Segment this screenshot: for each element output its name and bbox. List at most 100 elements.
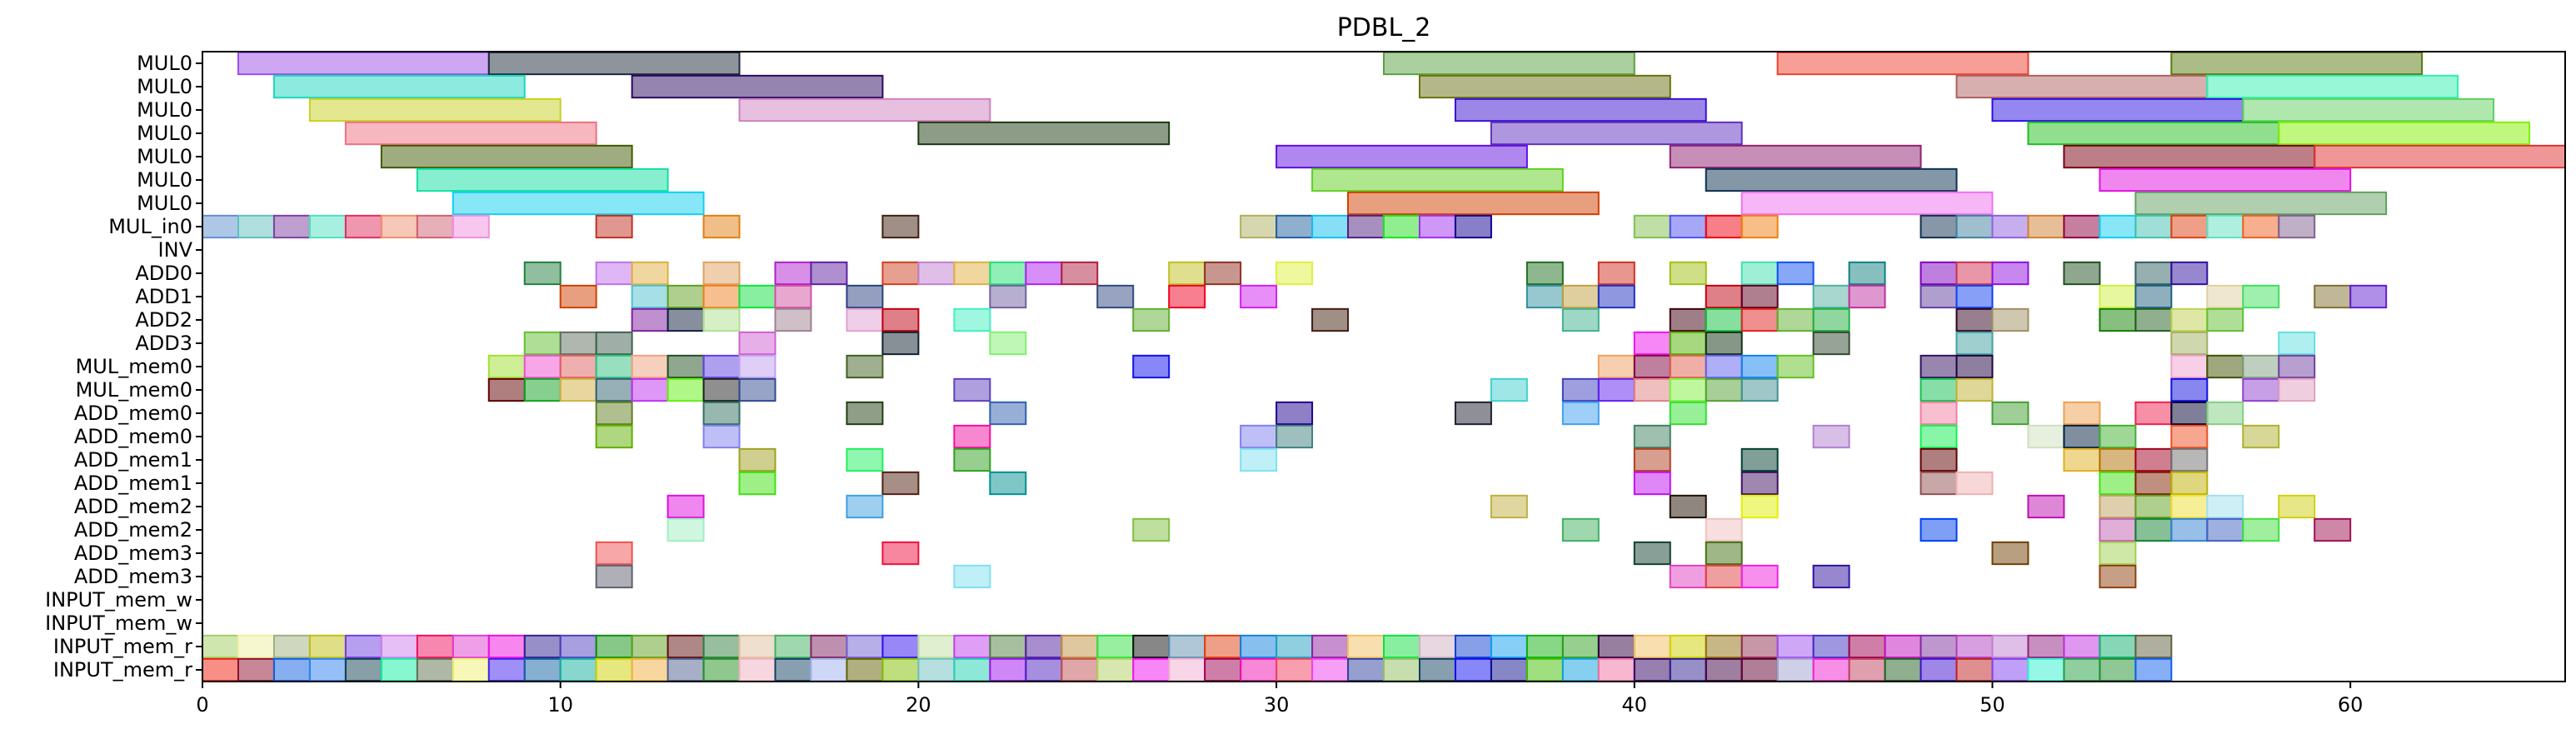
task-bar-row26-32: [1347, 657, 1385, 682]
task-bar-row3-1: [917, 121, 1171, 146]
task-bar-row9-22: [1955, 261, 1994, 286]
task-bar-row19-7: [2134, 494, 2173, 519]
task-bar-row19-0: [666, 494, 705, 519]
task-bar-row7-18: [1633, 214, 1671, 239]
task-bar-row26-11: [595, 657, 633, 682]
task-bar-row7-14: [1347, 214, 1385, 239]
task-bar-row26-33: [1383, 657, 1420, 682]
task-bar-row11-9: [1561, 307, 1600, 332]
task-bar-row11-0: [631, 307, 669, 332]
task-bar-row20-3: [1705, 517, 1743, 542]
task-bar-row26-20: [917, 657, 956, 682]
y-tick-label-16: ADD_mem0: [74, 425, 192, 448]
task-bar-row26-47: [1884, 657, 1922, 682]
task-bar-row26-31: [1311, 657, 1350, 682]
task-bar-row26-34: [1418, 657, 1456, 682]
task-bar-row26-44: [1776, 657, 1815, 682]
task-bar-row19-9: [2206, 494, 2244, 519]
task-bar-row14-0: [487, 377, 526, 402]
task-bar-row7-24: [1991, 214, 2029, 239]
task-bar-row7-17: [1454, 214, 1492, 239]
task-bar-row25-0: [202, 634, 239, 659]
task-bar-row11-8: [1311, 307, 1350, 332]
task-bar-row4-1: [1276, 144, 1528, 169]
task-bar-row26-12: [631, 657, 669, 682]
x-tick-label-6: 60: [2338, 693, 2364, 717]
task-bar-row7-21: [1740, 214, 1779, 239]
task-bar-row12-4: [881, 331, 920, 356]
task-bar-row13-19: [2206, 354, 2244, 379]
task-bar-row13-16: [1920, 354, 1958, 379]
task-bar-row17-6: [1920, 447, 1958, 472]
task-bar-row7-6: [416, 214, 454, 239]
task-bar-row20-1: [1132, 517, 1171, 542]
task-bar-row14-13: [1669, 377, 1707, 402]
task-bar-row10-20: [2099, 284, 2137, 309]
task-bar-row26-50: [1991, 657, 2029, 682]
task-bar-row9-21: [1920, 261, 1958, 286]
task-bar-row25-47: [1884, 634, 1922, 659]
task-bar-row9-23: [1991, 261, 2029, 286]
task-bar-row5-1: [1311, 167, 1564, 192]
task-bar-row15-11: [2134, 401, 2173, 426]
task-bar-row25-32: [1347, 634, 1385, 659]
task-bar-row21-0: [595, 541, 633, 566]
task-bar-row16-8: [2027, 424, 2065, 449]
task-bar-row2-1: [738, 97, 991, 122]
task-bar-row10-11: [1525, 284, 1564, 309]
task-bar-row15-6: [1561, 401, 1600, 426]
task-bar-row10-4: [738, 284, 776, 309]
task-bar-row18-6: [1955, 471, 1994, 496]
task-bar-row13-20: [2242, 354, 2280, 379]
task-bar-row7-2: [272, 214, 311, 239]
task-bar-row25-38: [1561, 634, 1600, 659]
task-bar-row14-2: [559, 377, 597, 402]
task-bar-row2-0: [308, 97, 562, 122]
task-bar-row11-17: [2099, 307, 2137, 332]
task-bar-row26-28: [1204, 657, 1242, 682]
task-bar-row13-15: [1776, 354, 1815, 379]
y-tick-label-9: ADD0: [135, 262, 192, 285]
task-bar-row7-16: [1418, 214, 1456, 239]
task-bar-row26-46: [1848, 657, 1886, 682]
task-bar-row10-6: [846, 284, 884, 309]
task-bar-row0-0: [237, 51, 490, 76]
y-tick-label-22: ADD_mem3: [74, 565, 192, 588]
task-bar-row25-31: [1311, 634, 1350, 659]
task-bar-row25-7: [452, 634, 490, 659]
task-bar-row26-22: [989, 657, 1027, 682]
task-bar-row18-0: [738, 471, 776, 496]
x-tick-label-5: 50: [1979, 693, 2005, 717]
y-tick-label-10: ADD1: [135, 285, 192, 308]
task-bar-row16-2: [953, 424, 991, 449]
task-bar-row4-2: [1669, 144, 1922, 169]
task-bar-row25-48: [1920, 634, 1958, 659]
task-bar-row16-9: [2063, 424, 2101, 449]
task-bar-row13-14: [1740, 354, 1779, 379]
task-bar-row7-7: [452, 214, 490, 239]
task-bar-row13-8: [846, 354, 884, 379]
task-bar-row7-10: [881, 214, 920, 239]
task-bar-row17-5: [1740, 447, 1779, 472]
task-bar-row7-23: [1955, 214, 1994, 239]
x-tick-label-3: 30: [1264, 693, 1290, 717]
task-bar-row14-9: [1490, 377, 1528, 402]
task-bar-row14-18: [2170, 377, 2209, 402]
task-bar-row25-18: [846, 634, 884, 659]
task-bar-row16-3: [1240, 424, 1278, 449]
task-bar-row26-1: [237, 657, 275, 682]
task-bar-row3-3: [2027, 121, 2280, 146]
x-tick-label-1: 10: [547, 693, 573, 717]
task-bar-row11-3: [774, 307, 812, 332]
task-bar-row15-0: [595, 401, 633, 426]
task-bar-row9-16: [1597, 261, 1635, 286]
task-bar-row26-0: [202, 657, 239, 682]
task-bar-row12-7: [1669, 331, 1707, 356]
task-bar-row4-0: [380, 144, 633, 169]
task-bar-row7-20: [1705, 214, 1743, 239]
task-bar-row25-33: [1383, 634, 1420, 659]
task-bar-row25-52: [2063, 634, 2101, 659]
task-bar-row19-8: [2170, 494, 2209, 519]
task-bar-row11-12: [1740, 307, 1779, 332]
